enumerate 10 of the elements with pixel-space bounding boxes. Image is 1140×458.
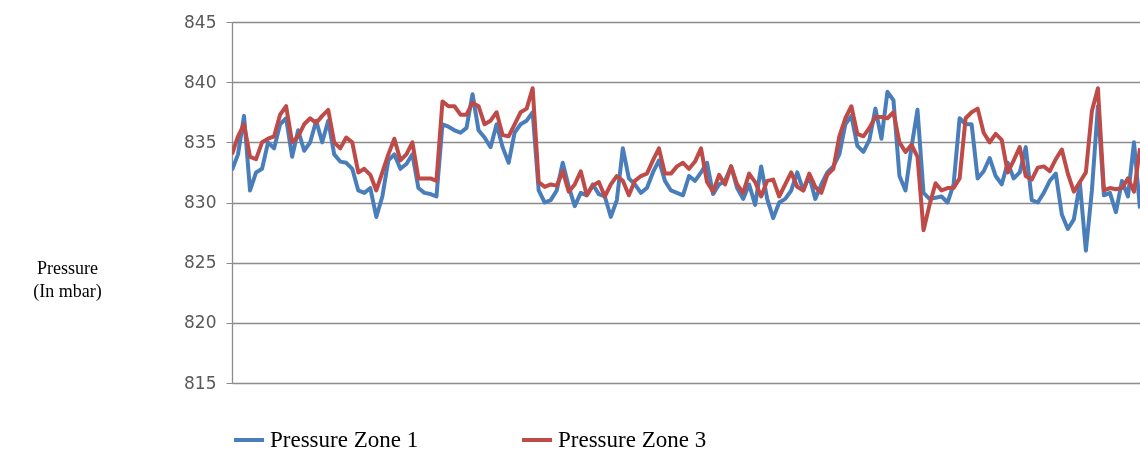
y-tick-label: 815 — [184, 372, 217, 393]
y-tick-label: 820 — [184, 312, 217, 333]
y-tick-label: 840 — [184, 71, 217, 92]
legend-label: Pressure Zone 3 — [558, 427, 707, 452]
y-tick-label: 830 — [184, 192, 217, 212]
y-tick-label: 845 — [184, 11, 217, 32]
y-tick-label: 825 — [184, 252, 217, 273]
y-tick-label: 835 — [184, 131, 217, 152]
legend-label: Pressure Zone 1 — [270, 427, 419, 452]
y-axis-title: Pressure (In mbar) — [33, 257, 102, 302]
